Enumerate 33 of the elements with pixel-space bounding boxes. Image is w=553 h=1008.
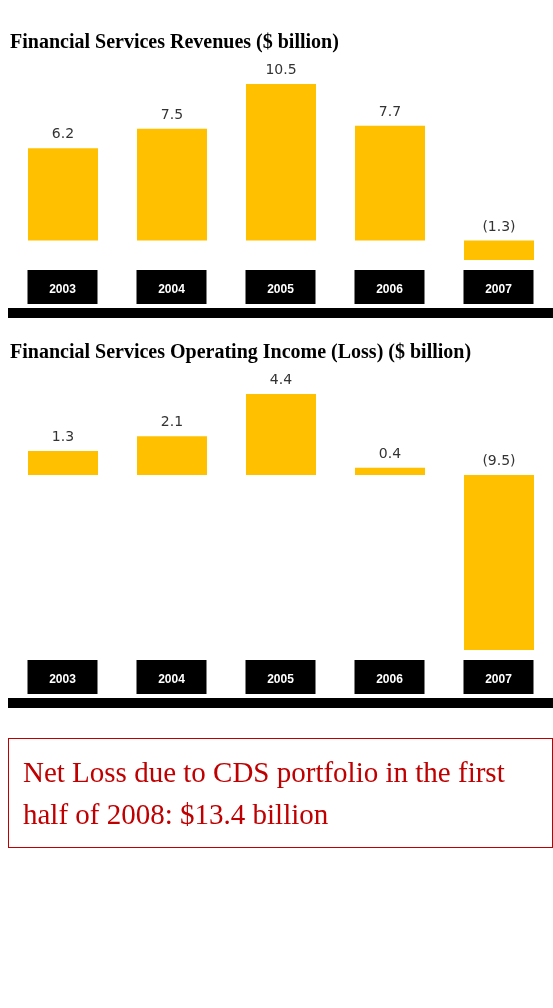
data-label: 0.4 [378, 444, 402, 461]
data-label: 6.2 [51, 125, 75, 142]
bar [28, 451, 98, 476]
data-label: 7.7 [378, 102, 402, 119]
bar [137, 128, 207, 241]
bar [355, 125, 425, 241]
x-tick-label: 2004 [158, 672, 186, 686]
bar [137, 436, 207, 476]
x-tick-label: 2004 [158, 282, 186, 296]
x-tick-label: 2006 [376, 672, 404, 686]
chart-title: Financial Services Operating Income (Loss) ($ billion) [9, 339, 473, 364]
bar [464, 475, 534, 650]
x-tick-label: 2005 [267, 282, 295, 296]
text: Net Loss due to CDS portfolio in the first half of 2008: $13.4 billion [8, 738, 553, 848]
bar [246, 394, 316, 476]
bar [28, 148, 98, 241]
data-label: 2.1 [160, 413, 184, 430]
chart-title: Financial Services Revenues ($ billion) [9, 29, 340, 54]
x-tick-label: 2007 [485, 282, 513, 296]
x-tick-label: 2006 [376, 282, 404, 296]
bar [355, 467, 425, 476]
x-tick-label: 2003 [49, 282, 77, 296]
x-tick-label: 2007 [485, 672, 513, 686]
data-label: 1.3 [51, 428, 75, 445]
data-label: 7.5 [160, 105, 184, 122]
data-label: (9.5) [482, 452, 516, 469]
data-label: (1.3) [482, 217, 516, 234]
bar [464, 240, 534, 260]
x-tick-label: 2003 [49, 672, 77, 686]
data-label: 10.5 [265, 61, 297, 77]
x-tick-label: 2005 [267, 672, 295, 686]
data-label: 4.4 [269, 371, 293, 387]
bar [246, 84, 316, 241]
